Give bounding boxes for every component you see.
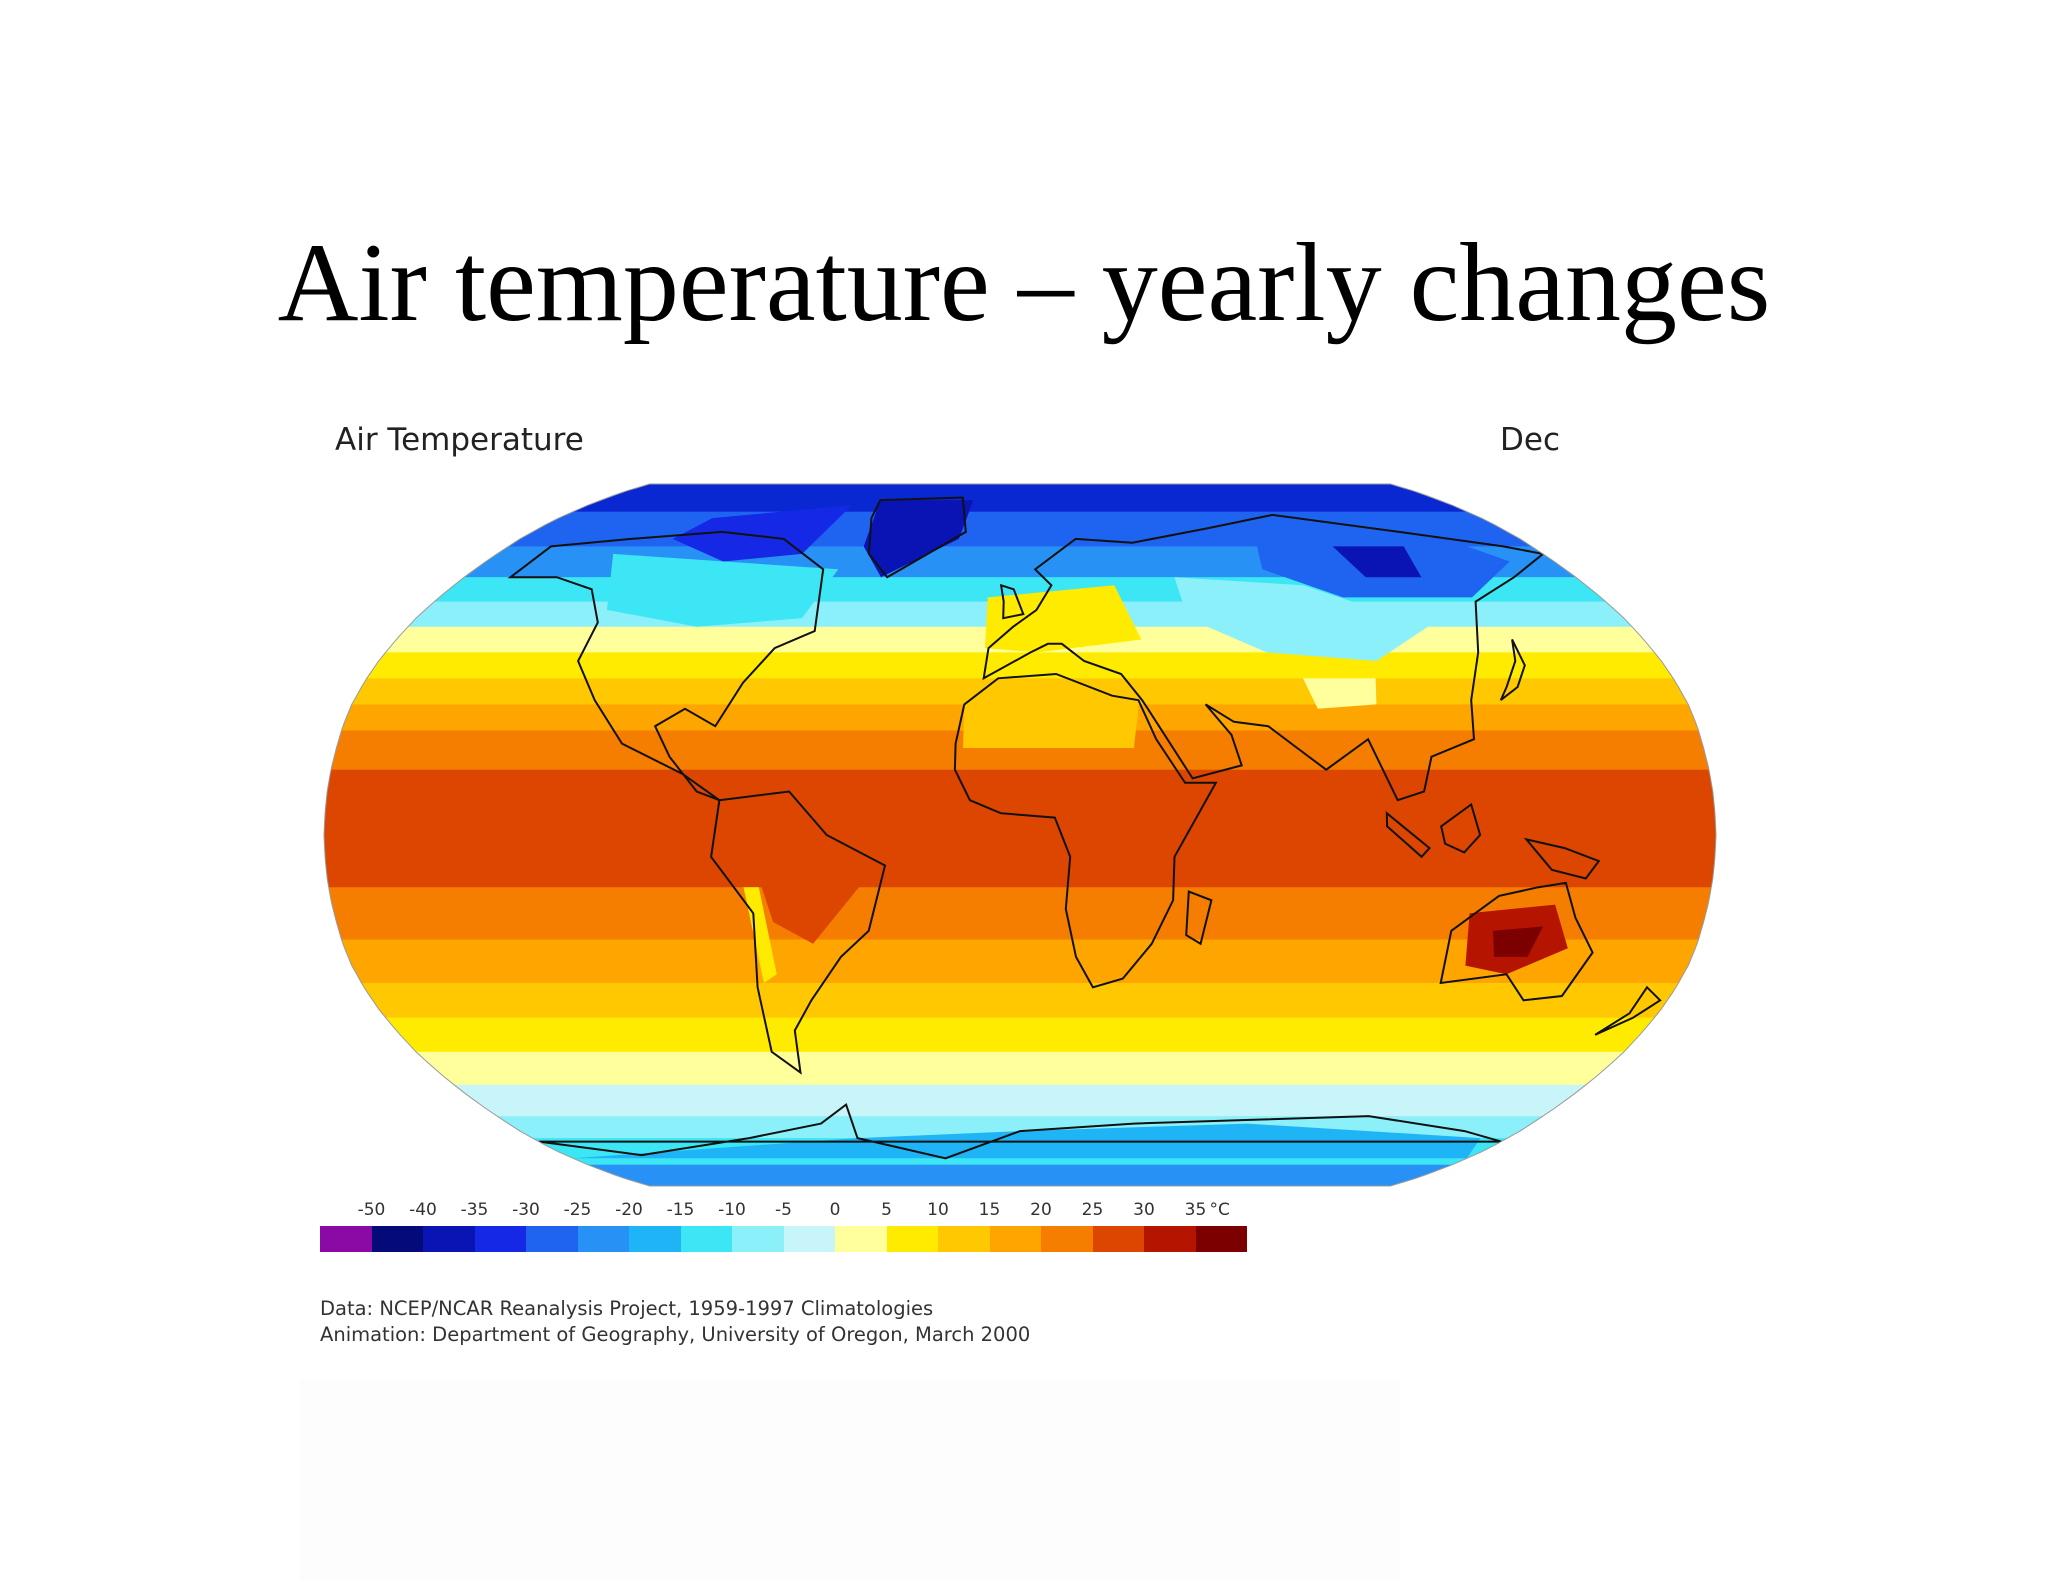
temperature-region-south-america-hot [741, 826, 866, 944]
color-scale-swatch [526, 1226, 578, 1252]
coastline-north-america [507, 530, 825, 802]
temperature-region-europe-warm [985, 585, 1142, 653]
temperature-band [324, 511, 1716, 548]
temperature-band [324, 1051, 1716, 1086]
temperature-region-tibet-cool [1303, 678, 1377, 709]
temperature-region-australia-core [1493, 926, 1544, 957]
coastline-greenland [867, 496, 967, 579]
color-scale-tick-label: -5 [775, 1200, 792, 1220]
color-scale-swatch [680, 1226, 732, 1252]
color-scale-tick-label: -20 [615, 1200, 643, 1220]
coastline-new-zealand [1594, 985, 1662, 1036]
temperature-band [324, 484, 1716, 513]
color-scale-swatch [1041, 1226, 1093, 1252]
coastline-new-guinea [1523, 837, 1601, 880]
temperature-region-sahara-warm [963, 704, 1139, 748]
coastline-japan [1499, 639, 1526, 701]
color-scale-tick-label: -10 [718, 1200, 746, 1220]
color-scale-tick-label: 10 [927, 1200, 949, 1220]
color-scale-swatch [938, 1226, 990, 1252]
temperature-region-siberia-core [1332, 546, 1422, 578]
color-scale-tick-label: 5 [881, 1200, 892, 1220]
coastline-africa [953, 672, 1218, 989]
globe-outline [323, 483, 1717, 1187]
coastline-sumatra [1385, 811, 1431, 859]
temperature-region-asia-cool [1174, 577, 1428, 661]
color-scale-tick-label: -50 [357, 1200, 386, 1220]
animation-credit: Animation: Department of Geography, Univ… [320, 1323, 1031, 1346]
temperature-band [324, 1164, 1716, 1186]
color-scale-swatch [989, 1226, 1041, 1252]
color-scale-swatch [835, 1226, 887, 1252]
temperature-band [324, 652, 1716, 680]
color-scale-swatch [1195, 1226, 1247, 1252]
color-scale-swatch [320, 1226, 372, 1252]
background-panel [300, 1380, 1400, 1580]
temperature-band [324, 1017, 1716, 1053]
color-scale-swatch [886, 1226, 938, 1252]
slide-title: Air temperature – yearly changes [277, 221, 1771, 345]
temperature-region-arctic-canada-cold [672, 505, 852, 562]
color-scale-swatch [629, 1226, 681, 1252]
color-scale-swatch [1144, 1226, 1196, 1252]
color-scale-tick-label: 15 [978, 1200, 1001, 1220]
color-scale-swatch [783, 1226, 835, 1252]
color-scale-unit: °C [1209, 1200, 1230, 1220]
color-scale-tick-label: 35 [1184, 1200, 1207, 1220]
coastline-uk [999, 583, 1025, 620]
coastline-borneo [1440, 802, 1482, 854]
color-scale-tick-label: -15 [666, 1200, 695, 1220]
color-scale-swatch [732, 1226, 784, 1252]
color-scale-tick-label: -25 [563, 1200, 592, 1220]
color-scale-tick-label: 0 [829, 1200, 841, 1220]
coastline-antarctica [538, 1102, 1502, 1160]
coastline-europe-asia [982, 513, 1546, 802]
coastline-australia [1439, 881, 1594, 1002]
color-scale-swatch [423, 1226, 475, 1252]
color-scale-tick-label: -40 [409, 1200, 437, 1220]
temperature-region-canada-cool [606, 553, 839, 627]
data-credit: Data: NCEP/NCAR Reanalysis Project, 1959… [320, 1297, 934, 1320]
color-scale-swatch [474, 1226, 526, 1252]
color-scale-tick-label: -30 [512, 1200, 540, 1220]
temperature-region-greenland-cold [863, 500, 974, 578]
coastline-south-america [710, 790, 887, 1075]
temperature-band [324, 1084, 1716, 1118]
map-month-label: Dec [1500, 422, 1560, 458]
coastline-madagascar [1185, 890, 1213, 946]
color-scale-swatch [371, 1226, 423, 1252]
color-scale-tick-label: 20 [1030, 1200, 1052, 1220]
temperature-band [324, 769, 1716, 889]
color-scale-swatch [577, 1226, 629, 1252]
color-scale-bar [320, 1226, 1247, 1252]
color-scale-tick-label: 30 [1133, 1200, 1155, 1220]
temperature-band [324, 678, 1716, 706]
world-temperature-map [323, 483, 1717, 1187]
temperature-band [324, 982, 1716, 1019]
color-scale-tick-label: 25 [1081, 1200, 1104, 1220]
map-title: Air Temperature [335, 422, 584, 458]
color-scale-tick-label: -35 [460, 1200, 489, 1220]
color-scale-swatch [1092, 1226, 1144, 1252]
